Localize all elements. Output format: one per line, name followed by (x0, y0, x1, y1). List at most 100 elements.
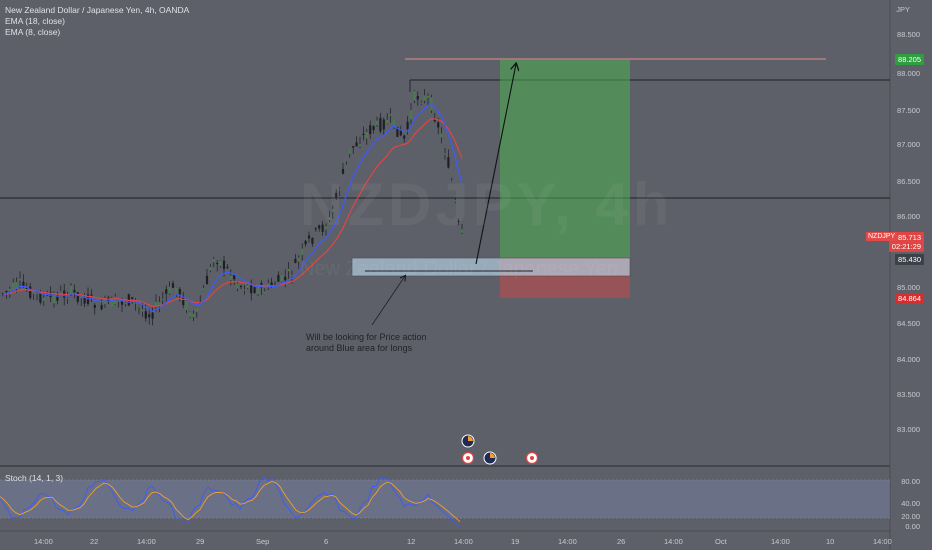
time-tick: Sep (256, 537, 270, 546)
candle-body (447, 157, 450, 168)
candle-body (39, 293, 42, 303)
candle-body (110, 297, 113, 308)
candle-body (56, 295, 59, 301)
candle-body (263, 291, 266, 295)
price-tick: 84.000 (897, 355, 920, 364)
event-icon-alert-2[interactable] (525, 451, 539, 465)
candle-body (270, 282, 273, 287)
candle-body (345, 159, 348, 162)
time-tick: 14:00 (34, 537, 53, 546)
target-price-tag[interactable]: 88.205 (895, 54, 924, 65)
blue-demand-zone[interactable] (351, 257, 631, 277)
candle-body (450, 180, 453, 182)
time-tick: 22 (90, 537, 99, 546)
candle-body (382, 119, 385, 130)
candle-body (280, 274, 283, 282)
candle-body (205, 275, 209, 285)
price-tick: 86.000 (897, 212, 920, 221)
candle-body (348, 148, 351, 154)
chart-title[interactable]: New Zealand Dollar / Japanese Yen, 4h, O… (5, 5, 190, 15)
currency-label: JPY (896, 5, 910, 14)
candle-body (314, 228, 317, 230)
time-tick: 14:00 (558, 537, 577, 546)
candle-body (212, 258, 215, 263)
candle-body (165, 289, 168, 294)
candle-body (250, 285, 253, 294)
ema-18-legend[interactable]: EMA (18, close) (5, 16, 65, 26)
trade-annotation[interactable]: Will be looking for Price action around … (306, 332, 427, 354)
candle-body (42, 297, 45, 301)
stoch-k-line (0, 477, 461, 528)
candle-body (399, 130, 402, 136)
candle-body (131, 297, 134, 299)
symbol-watermark-sub: New Zealand Dollar / Japanese Yen (300, 258, 618, 280)
candle-body (90, 294, 93, 297)
candle-body (389, 113, 392, 116)
candle-body (454, 200, 457, 202)
candle-body (375, 120, 379, 125)
time-tick: 14:00 (664, 537, 683, 546)
candle-body (365, 131, 368, 139)
candle-body (124, 302, 127, 304)
candle-body (175, 287, 178, 294)
candle-body (243, 289, 246, 291)
target-arrow[interactable] (475, 64, 516, 265)
candle-body (80, 296, 83, 299)
stop-price-tag[interactable]: 84.864 (895, 293, 924, 304)
price-tick: 87.500 (897, 106, 920, 115)
candle-body (100, 305, 103, 310)
candle-body (192, 313, 195, 317)
candle-body (178, 288, 181, 296)
current-price-tag[interactable]: 85.713 02:21:29 (888, 232, 924, 252)
event-icon-alert-1[interactable] (461, 451, 475, 465)
time-tick: 12 (407, 537, 416, 546)
candle-body (117, 300, 120, 302)
candle-body (426, 95, 430, 98)
annotation-line-1: Will be looking for Price action (306, 332, 427, 342)
stoch-legend[interactable]: Stoch (14, 1, 3) (5, 473, 64, 483)
profit-zone[interactable] (500, 59, 630, 258)
candle-body (5, 291, 8, 293)
entry-price-tag[interactable]: 85.430 (895, 254, 924, 265)
stoch-d-line (0, 481, 461, 523)
event-icon-flag-1[interactable] (461, 434, 475, 448)
price-tick: 88.500 (897, 30, 920, 39)
candle-body (22, 281, 25, 287)
event-icon-flag-2[interactable] (483, 451, 497, 465)
candle-body (290, 275, 294, 277)
candle-body (76, 292, 79, 302)
price-tick: 83.000 (897, 425, 920, 434)
stoch-band (0, 480, 890, 518)
candle-body (440, 133, 443, 138)
candle-body (256, 286, 260, 295)
candle-body (137, 305, 141, 308)
candle-body (148, 314, 151, 318)
candle-body (406, 121, 409, 130)
time-tick: 14:00 (454, 537, 473, 546)
candle-body (35, 293, 39, 295)
candle-body (355, 142, 358, 147)
candle-body (307, 235, 311, 239)
bar-countdown: 02:21:29 (891, 242, 921, 251)
candle-body (301, 248, 304, 255)
candle-body (209, 266, 212, 271)
candle-body (144, 311, 147, 319)
candle-body (161, 298, 164, 300)
candle-body (73, 289, 76, 293)
candle-body (32, 290, 35, 294)
candle-body (66, 297, 69, 299)
candle-body (158, 302, 161, 306)
current-price: 85.713 (898, 233, 921, 242)
candle-body (93, 304, 96, 308)
candle-body (239, 285, 243, 287)
stoch-tick: 80.00 (901, 477, 920, 486)
candle-body (97, 297, 100, 300)
candle-body (49, 291, 52, 297)
ema-8-legend[interactable]: EMA (8, close) (5, 27, 61, 37)
candle-body (362, 133, 365, 136)
candle-body (338, 189, 341, 191)
annotation-arrow[interactable] (371, 276, 405, 326)
stoch-tick: 40.00 (901, 499, 920, 508)
candle-body (403, 135, 406, 139)
